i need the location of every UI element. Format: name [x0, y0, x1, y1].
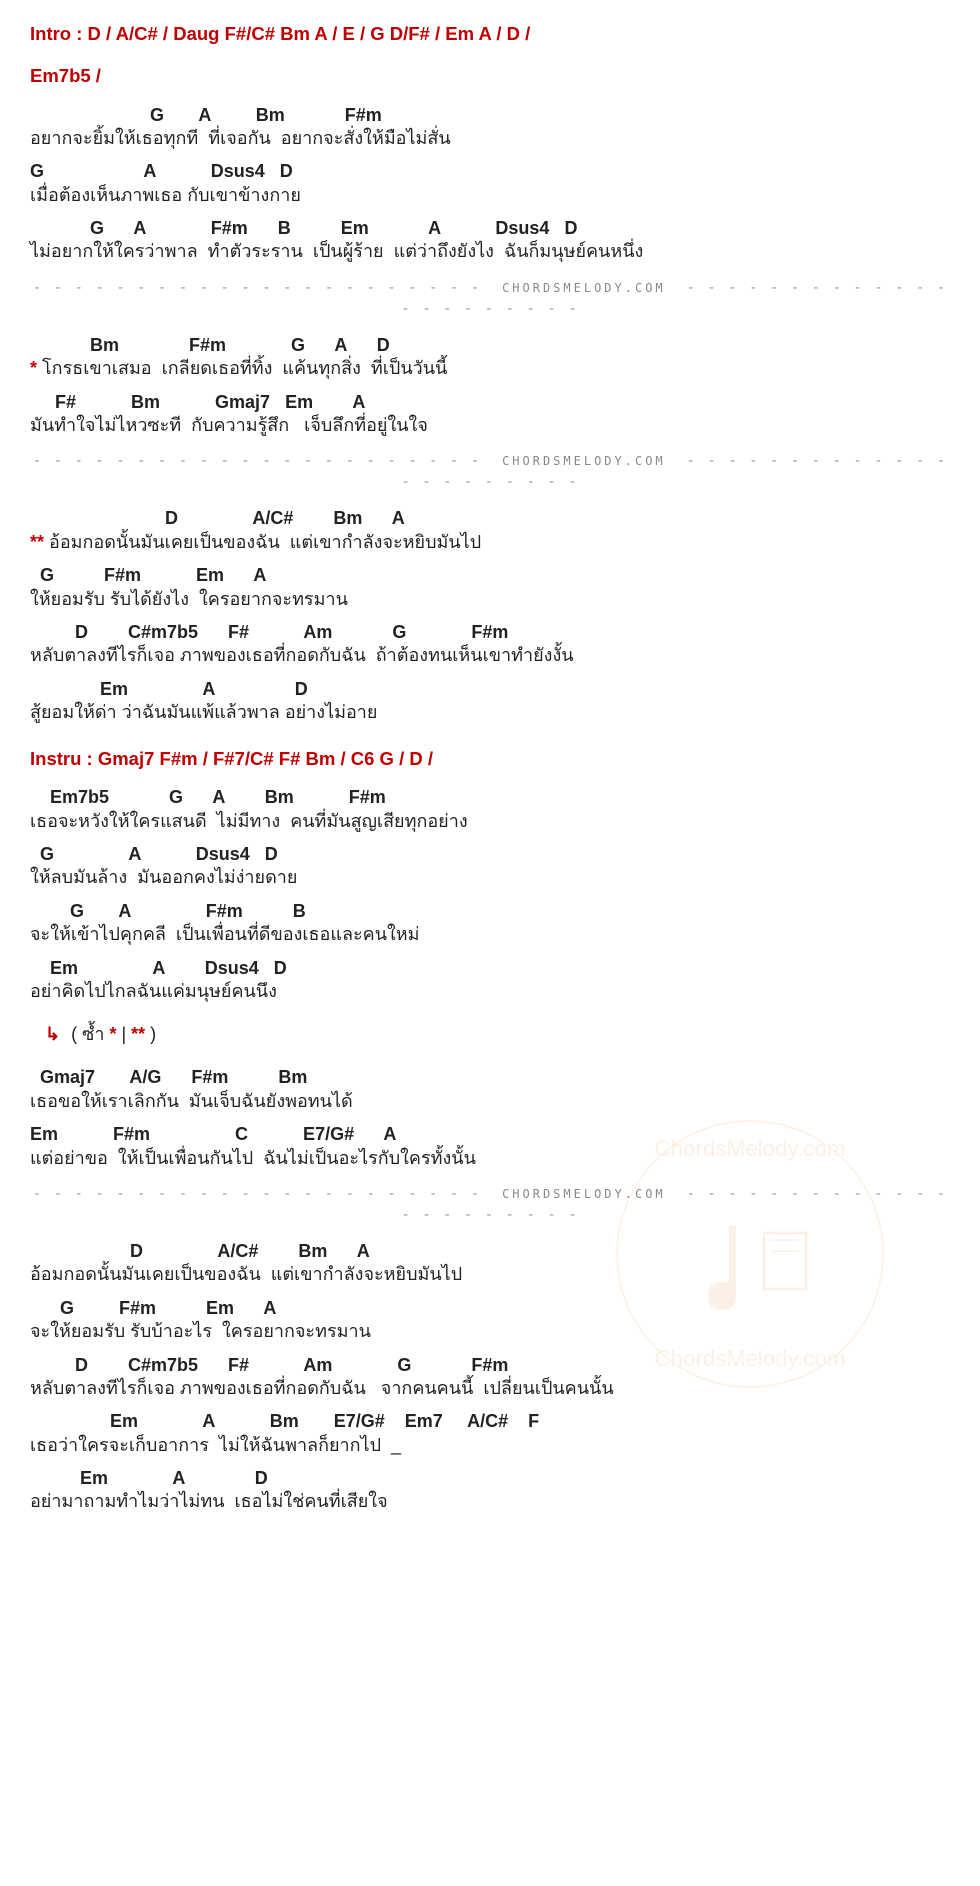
lyric-line: หลับตาลงทีไรก็เจอ ภาพของเธอที่กอดกับฉัน … [30, 1377, 950, 1400]
section-divider: - - - - - - - - - - - - - - - - - - - - … [30, 451, 950, 493]
chord-line: D C#m7b5 F# Am G F#m [30, 1354, 950, 1377]
repeat-pipe: | [116, 1024, 131, 1044]
lyric-line: สู้ยอมให้ด่า ว่าฉันมันแพ้แล้วพาล อย่างไม… [30, 701, 950, 724]
chord-line: F# Bm Gmaj7 Em A [30, 391, 950, 414]
chord-line: D A/C# Bm A [30, 1240, 950, 1263]
lyric-line: มันทำใจไม่ไหวซะที กับความรู้สึก เจ็บลึกท… [30, 414, 950, 437]
intro-chords: D / A/C# / Daug F#/C# Bm A / E / G D/F# … [88, 23, 531, 44]
lyric-line: ** อ้อมกอดนั้นมันเคยเป็นของฉัน แต่เขากำล… [30, 531, 950, 554]
repeat-open: ( ซ้ำ [71, 1024, 109, 1044]
intro-label: Intro : [30, 23, 82, 44]
double-star-marker: ** [30, 532, 44, 552]
chord-line: G F#m Em A [30, 564, 950, 587]
chord-line: Em F#m C E7/G# A [30, 1123, 950, 1146]
chord-line: Em A D [30, 1467, 950, 1490]
star-marker: * [30, 358, 37, 378]
chord-line: Bm F#m G A D [30, 334, 950, 357]
chord-line: G F#m Em A [30, 1297, 950, 1320]
instru-section: Instru : Gmaj7 F#m / F#7/C# F# Bm / C6 G… [30, 745, 950, 773]
chord-line: G A Bm F#m [30, 104, 950, 127]
chord-line: G A Dsus4 D [30, 160, 950, 183]
chord-line: D A/C# Bm A [30, 507, 950, 530]
chord-line: Em A D [30, 678, 950, 701]
lyric-line: เธอขอให้เราเลิกกัน มันเจ็บฉันยังพอทนได้ [30, 1090, 950, 1113]
chord-line: D C#m7b5 F# Am G F#m [30, 621, 950, 644]
chord-line: G A F#m B [30, 900, 950, 923]
final-section: D A/C# Bm A อ้อมกอดนั้นมันเคยเป็นของฉัน … [30, 1240, 950, 1514]
lyric-line: แต่อย่าขอ ให้เป็นเพื่อนกันไป ฉันไม่เป็นอ… [30, 1147, 950, 1170]
lyric-line: อยากจะยิ้มให้เธอทุกที ที่เจอกัน อยากจะสั… [30, 127, 950, 150]
repeat-indicator: ↳ ( ซ้ำ * | ** ) [30, 1021, 950, 1048]
repeat-star2: ** [131, 1024, 145, 1044]
verse-2: Em7b5 G A Bm F#m เธอจะหวังให้ใครแสนดี ไม… [30, 786, 950, 1003]
lyric-text: อ้อมกอดนั้นมันเคยเป็นของฉัน แต่เขากำลังจ… [44, 532, 481, 552]
divider-brand: CHORDSMELODY.COM [502, 454, 666, 468]
verse-1: G A Bm F#m อยากจะยิ้มให้เธอทุกที ที่เจอก… [30, 104, 950, 264]
lyric-line: เธอว่าใครจะเก็บอาการ ไม่ให้ฉันพาลก็ยากไป… [30, 1434, 950, 1457]
chord-line: G A F#m B Em A Dsus4 D [30, 217, 950, 240]
chord-sheet: Intro : D / A/C# / Daug F#/C# Bm A / E /… [30, 20, 950, 1514]
lyric-line: ให้ลบมันล้าง มันออกคงไม่ง่ายดาย [30, 866, 950, 889]
bridge-section: Gmaj7 A/G F#m Bm เธอขอให้เราเลิกกัน มันเ… [30, 1066, 950, 1170]
lyric-text: โกรธเขาเสมอ เกลียดเธอที่ทิ้ง แค้นทุกสิ่ง… [37, 358, 447, 378]
lyric-line: ไม่อยากให้ใครว่าพาล ทำตัวระราน เป็นผู้ร้… [30, 240, 950, 263]
lyric-line: เธอจะหวังให้ใครแสนดี ไม่มีทาง คนที่มันสู… [30, 810, 950, 833]
instru-chords: Gmaj7 F#m / F#7/C# F# Bm / C6 G / D / [98, 748, 433, 769]
chord-line: G A Dsus4 D [30, 843, 950, 866]
chord-line: Em A Bm E7/G# Em7 A/C# F [30, 1410, 950, 1433]
lyric-line: จะให้เข้าไปคุกคลี เป็นเพื่อนที่ดีของเธอแ… [30, 923, 950, 946]
lyric-line: จะให้ยอมรับ รับบ้าอะไร ใครอยากจะทรมาน [30, 1320, 950, 1343]
chord-line: Em A Dsus4 D [30, 957, 950, 980]
instru-label: Instru : [30, 748, 93, 769]
lyric-line: อย่ามาถามทำไมว่าไม่ทน เธอไม่ใช่คนที่เสีย… [30, 1490, 950, 1513]
intro-chords-2: Em7b5 / [30, 65, 101, 86]
star-section: Bm F#m G A D * โกรธเขาเสมอ เกลียดเธอที่ท… [30, 334, 950, 438]
divider-brand: CHORDSMELODY.COM [502, 1187, 666, 1201]
section-divider: - - - - - - - - - - - - - - - - - - - - … [30, 1184, 950, 1226]
divider-brand: CHORDSMELODY.COM [502, 281, 666, 295]
double-star-section: D A/C# Bm A ** อ้อมกอดนั้นมันเคยเป็นของฉ… [30, 507, 950, 724]
chord-line: Em7b5 G A Bm F#m [30, 786, 950, 809]
lyric-line: ให้ยอมรับ รับได้ยังไง ใครอยากจะทรมาน [30, 588, 950, 611]
lyric-line: หลับตาลงทีไรก็เจอ ภาพของเธอที่กอดกับฉัน … [30, 644, 950, 667]
lyric-line: เมื่อต้องเห็นภาพเธอ กับเขาข้างกาย [30, 184, 950, 207]
repeat-arrow-icon: ↳ [45, 1024, 60, 1044]
repeat-close: ) [145, 1024, 156, 1044]
intro-section: Intro : D / A/C# / Daug F#/C# Bm A / E /… [30, 20, 950, 48]
lyric-line: อย่าคิดไปไกลฉันแค่มนุษย์คนนึง [30, 980, 950, 1003]
section-divider: - - - - - - - - - - - - - - - - - - - - … [30, 278, 950, 320]
lyric-line: * โกรธเขาเสมอ เกลียดเธอที่ทิ้ง แค้นทุกสิ… [30, 357, 950, 380]
chord-line: Gmaj7 A/G F#m Bm [30, 1066, 950, 1089]
intro-section-line2: Em7b5 / [30, 62, 950, 90]
lyric-line: อ้อมกอดนั้นมันเคยเป็นของฉัน แต่เขากำลังจ… [30, 1263, 950, 1286]
